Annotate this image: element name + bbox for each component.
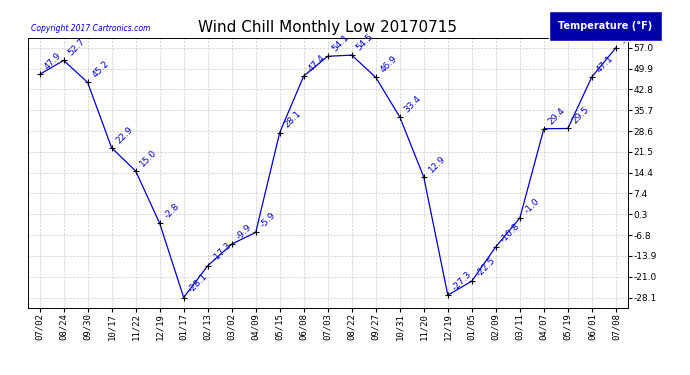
Text: 46.9: 46.9 [379,54,399,75]
Text: -5.9: -5.9 [259,211,277,230]
Text: 54.5: 54.5 [355,32,375,53]
Text: 29.4: 29.4 [546,106,567,126]
Text: 28.1: 28.1 [282,109,303,130]
Text: -1.0: -1.0 [522,196,542,215]
Text: -2.8: -2.8 [162,202,181,220]
Text: 54.1: 54.1 [331,33,351,54]
Text: 12.9: 12.9 [426,154,447,174]
Text: 47.4: 47.4 [306,53,327,73]
Text: 47.1: 47.1 [595,54,615,74]
Text: 52.7: 52.7 [66,37,87,58]
Text: 57.0: 57.0 [619,24,639,45]
Text: Copyright 2017 Cartronics.com: Copyright 2017 Cartronics.com [31,24,150,33]
Text: 22.9: 22.9 [115,124,135,145]
Text: -17.3: -17.3 [210,240,233,263]
Text: -10.8: -10.8 [499,221,522,244]
Text: Temperature (°F): Temperature (°F) [558,21,653,31]
Text: 45.2: 45.2 [90,59,111,80]
Text: 47.9: 47.9 [42,51,63,72]
Text: -27.3: -27.3 [451,270,473,292]
Title: Wind Chill Monthly Low 20170715: Wind Chill Monthly Low 20170715 [198,20,457,35]
Text: 15.0: 15.0 [139,148,159,168]
Text: 29.5: 29.5 [571,105,591,126]
Text: 33.4: 33.4 [402,94,423,114]
Text: -9.9: -9.9 [235,222,253,242]
Text: -22.5: -22.5 [475,256,497,278]
Text: -28.1: -28.1 [186,272,209,295]
